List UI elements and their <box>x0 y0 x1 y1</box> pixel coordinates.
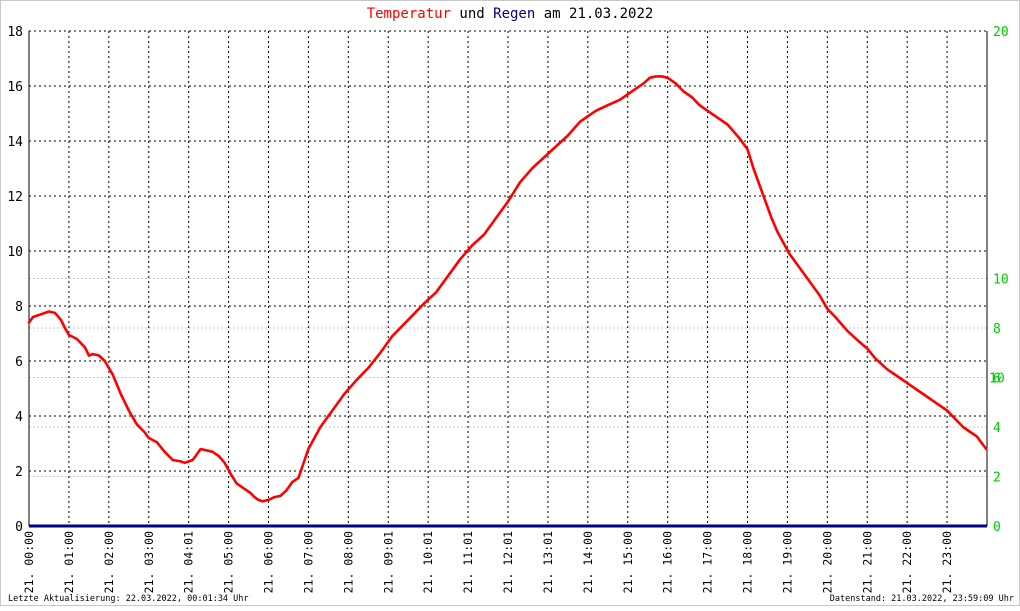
tick-labels: 0 2 4 6 8 10 12 14 16 18 0 2 4 6 8 10 20 10 21. 00:00 21. 0… <box>7 25 1008 593</box>
x-tick-label: 21. 03:00 <box>142 531 156 593</box>
y-right-tick-label: 2 <box>993 471 1001 486</box>
title-date: am 21.03.2022 <box>535 6 653 22</box>
y-left-tick-label: 18 <box>7 25 23 40</box>
x-tick-label: 21. 04:01 <box>182 531 196 593</box>
x-tick-label: 21. 18:00 <box>741 531 755 593</box>
x-tick-label: 21. 07:00 <box>301 531 315 593</box>
footer-data-state: Datenstand: 21.03.2022, 23:59:09 Uhr <box>830 594 1014 604</box>
x-tick-label: 21. 19:00 <box>780 531 794 593</box>
x-tick-label: 21. 00:00 <box>22 531 36 593</box>
y-left-tick-label: 4 <box>15 410 23 425</box>
x-tick-label: 21. 08:00 <box>341 531 355 593</box>
x-tick-label: 21. 21:00 <box>860 531 874 593</box>
y-right-tick-label: 10 <box>993 273 1009 288</box>
x-tick-label: 21. 11:01 <box>461 531 475 593</box>
x-tick-label: 21. 05:00 <box>222 531 236 593</box>
x-tick-label: 21. 12:01 <box>501 531 515 593</box>
x-tick-label: 21. 01:00 <box>62 531 76 593</box>
y-right-tick-label: 20 <box>993 25 1009 40</box>
x-tick-label: 21. 15:00 <box>621 531 635 593</box>
y-left-tick-label: 2 <box>15 465 23 480</box>
title-rain: Regen <box>493 6 535 22</box>
y-right-tick-label: 6 <box>993 372 1001 387</box>
x-tick-label: 21. 17:00 <box>701 531 715 593</box>
y-left-tick-label: 6 <box>15 355 23 370</box>
x-tick-label: 21. 10:01 <box>421 531 435 593</box>
grid <box>29 31 987 526</box>
temperature-line <box>27 75 988 503</box>
x-tick-label: 21. 13:01 <box>541 531 555 593</box>
y-left-tick-label: 0 <box>15 520 23 535</box>
series <box>27 75 988 528</box>
y-right-tick-label: 8 <box>993 322 1001 337</box>
x-tick-label: 21. 22:00 <box>900 531 914 593</box>
x-tick-label: 21. 02:00 <box>102 531 116 593</box>
y-left-tick-label: 16 <box>7 80 23 95</box>
title-temperature: Temperatur <box>367 6 451 22</box>
x-tick-label: 21. 23:00 <box>940 531 954 593</box>
title-und: und <box>451 6 493 22</box>
axes <box>28 30 988 526</box>
y-right-tick-label: 0 <box>993 520 1001 535</box>
x-tick-label: 21. 16:00 <box>661 531 675 593</box>
y-left-tick-label: 14 <box>7 135 23 150</box>
y-left-tick-label: 10 <box>7 245 23 260</box>
y-right-tick-label: 4 <box>993 421 1001 436</box>
x-tick-label: 21. 06:00 <box>262 531 276 593</box>
y-left-tick-label: 12 <box>7 190 23 205</box>
y-right-overlap-label: 10 <box>989 372 1005 387</box>
x-tick-label: 21. 09:01 <box>381 531 395 593</box>
x-tick-label: 21. 20:00 <box>820 531 834 593</box>
footer-last-update: Letzte Aktualisierung: 22.03.2022, 00:01… <box>8 594 249 604</box>
chart-title: Temperatur und Regen am 21.03.2022 <box>367 6 654 22</box>
x-tick-label: 21. 14:00 <box>581 531 595 593</box>
y-left-tick-label: 8 <box>15 300 23 315</box>
